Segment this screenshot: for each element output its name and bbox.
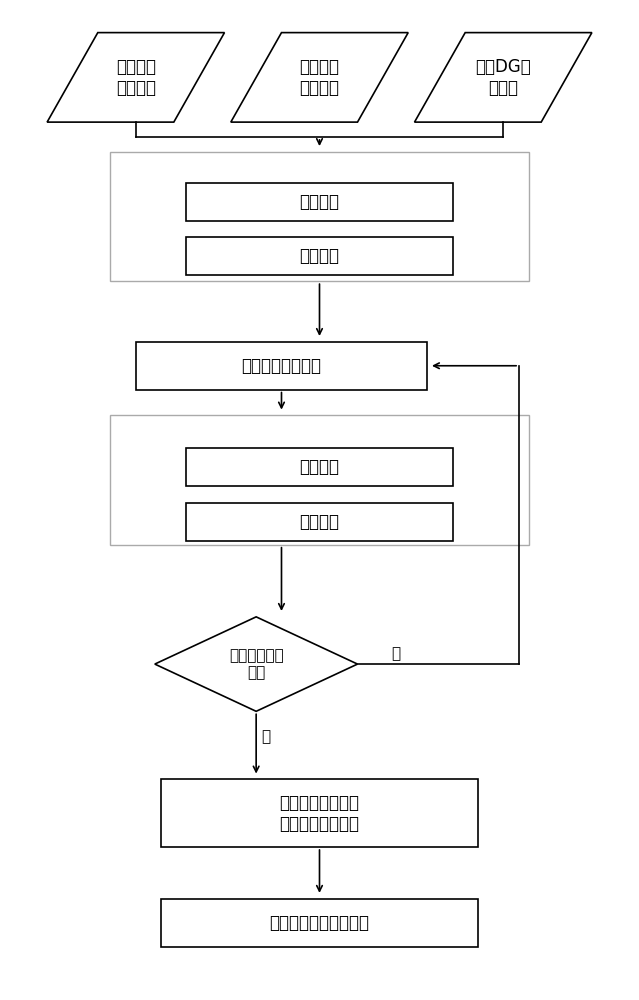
FancyBboxPatch shape — [161, 779, 478, 847]
Text: 全局因子: 全局因子 — [300, 458, 339, 476]
Text: 输入运行
场景数据: 输入运行 场景数据 — [300, 58, 339, 97]
Text: 输入网络
拓扑参数: 输入网络 拓扑参数 — [116, 58, 156, 97]
Polygon shape — [231, 33, 408, 122]
Text: 输入DG出
力数据: 输入DG出 力数据 — [475, 58, 531, 97]
FancyBboxPatch shape — [187, 503, 452, 541]
Text: 得到各节点脆弱性排序: 得到各节点脆弱性排序 — [270, 914, 369, 932]
Text: 局部因子: 局部因子 — [300, 247, 339, 265]
Text: 全局因子: 全局因子 — [300, 193, 339, 211]
Polygon shape — [47, 33, 224, 122]
Text: 否: 否 — [391, 647, 400, 662]
Polygon shape — [155, 617, 357, 711]
FancyBboxPatch shape — [187, 237, 452, 275]
FancyBboxPatch shape — [136, 342, 427, 390]
FancyBboxPatch shape — [187, 448, 452, 486]
Text: 综合比较各节点的
系统脆弱性变化量: 综合比较各节点的 系统脆弱性变化量 — [279, 794, 360, 833]
Text: 是否遍历所有
节点: 是否遍历所有 节点 — [229, 648, 284, 680]
Polygon shape — [415, 33, 592, 122]
FancyBboxPatch shape — [187, 183, 452, 221]
Text: 移除某一指定节点: 移除某一指定节点 — [242, 357, 321, 375]
FancyBboxPatch shape — [161, 899, 478, 947]
FancyBboxPatch shape — [111, 152, 528, 281]
FancyBboxPatch shape — [111, 415, 528, 545]
Text: 局部因子: 局部因子 — [300, 513, 339, 531]
Text: 是: 是 — [261, 729, 270, 744]
